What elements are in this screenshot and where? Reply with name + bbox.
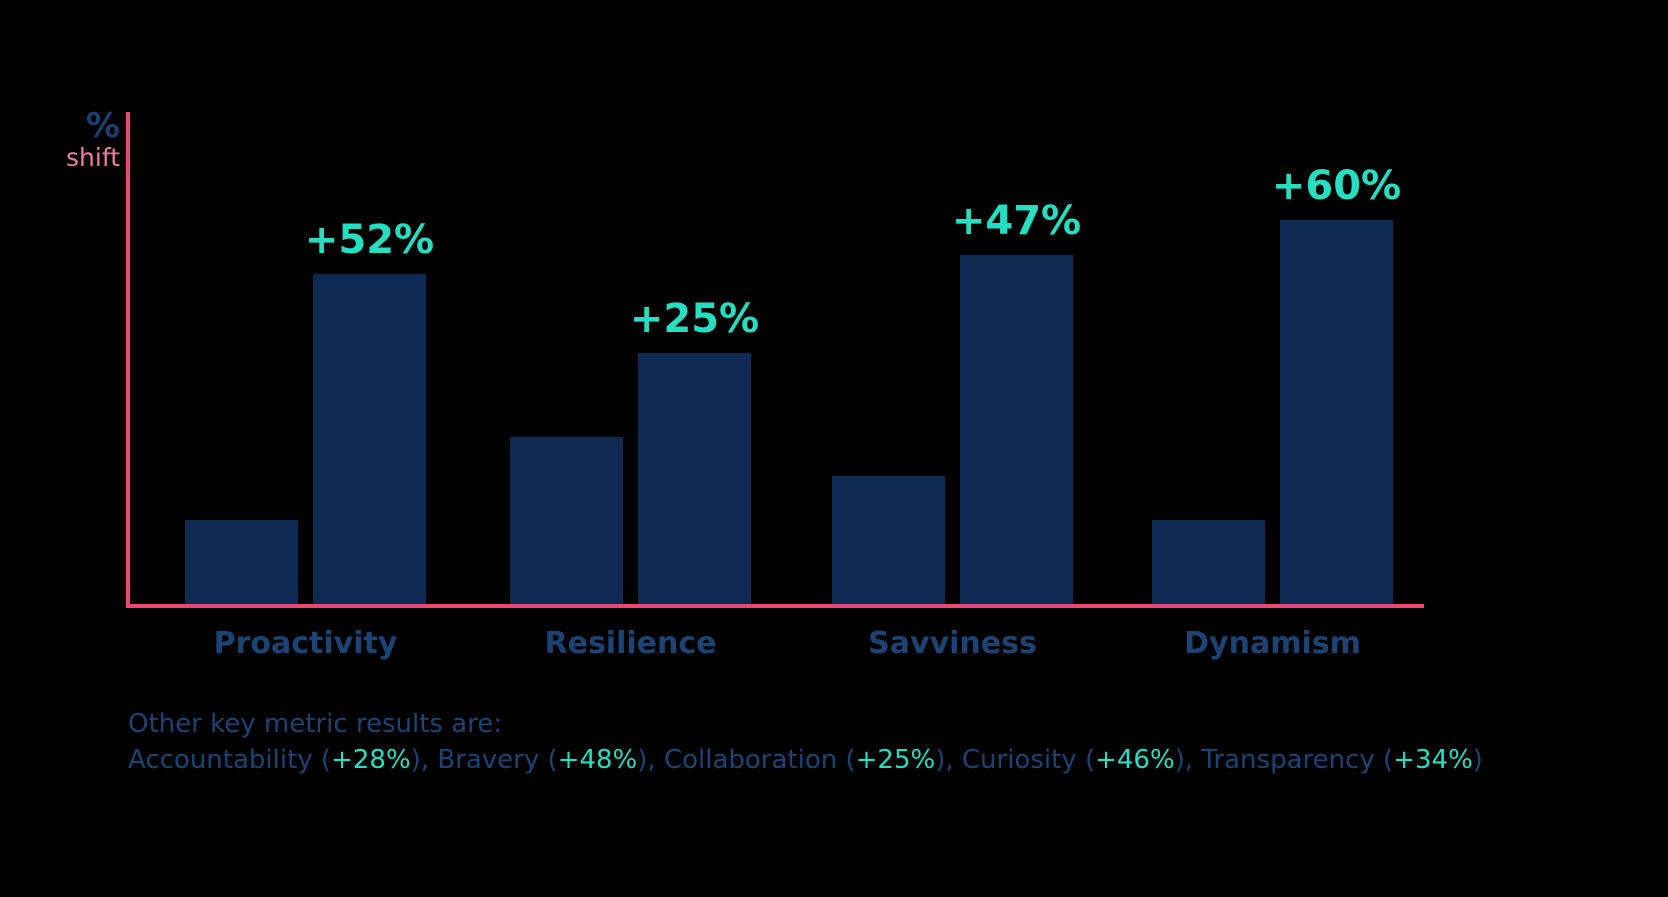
- metric-value: +46%: [1095, 745, 1175, 775]
- shift-value-label: +47%: [951, 198, 1082, 244]
- metric-value: +34%: [1393, 745, 1473, 775]
- metric-name: Accountability (: [128, 745, 332, 775]
- y-axis-label-percent: %: [85, 106, 120, 146]
- bar-after: +25%: [630, 299, 759, 604]
- metric-separator: ),: [1174, 745, 1202, 775]
- footnote: Other key metric results are: Accountabi…: [128, 706, 1578, 778]
- metric-value: +28%: [331, 745, 411, 775]
- shift-value-label: +25%: [629, 296, 760, 342]
- bar-group-dynamism: +60% Dynamism: [1152, 112, 1401, 661]
- category-label: Proactivity: [213, 626, 398, 661]
- shift-value-label: +60%: [1271, 163, 1402, 209]
- plot-area: +52% Proactivity +25% Resilience +47% Savvine…: [128, 112, 1420, 661]
- footnote-metrics: Accountability (+28%), Bravery (+48%), C…: [128, 742, 1578, 778]
- metric-value: +48%: [557, 745, 638, 775]
- metric-separator: ),: [637, 745, 664, 775]
- metric-name: Bravery (: [437, 745, 558, 775]
- metric-name: Transparency (: [1201, 745, 1394, 775]
- shift-value-label: +52%: [304, 217, 435, 263]
- bar-before: [510, 437, 623, 604]
- bar-after: +47%: [952, 201, 1081, 604]
- bar-group-proactivity: +52% Proactivity: [185, 112, 434, 661]
- y-axis-label: % shift: [40, 108, 120, 172]
- footnote-intro: Other key metric results are:: [128, 709, 503, 739]
- metric-separator: ),: [935, 745, 962, 775]
- metric-name: Collaboration (: [663, 745, 856, 775]
- category-label: Savviness: [868, 626, 1037, 661]
- bar-before: [832, 476, 945, 604]
- metric-value: +25%: [855, 745, 936, 775]
- bar-before: [1152, 520, 1265, 604]
- metric-separator: ): [1472, 745, 1483, 775]
- x-axis-line: [126, 604, 1424, 608]
- bar-before: [185, 520, 298, 604]
- y-axis-line: [126, 112, 130, 608]
- bar-after: +60%: [1272, 166, 1401, 604]
- y-axis-label-shift: shift: [66, 143, 120, 172]
- metric-separator: ),: [410, 745, 438, 775]
- category-label: Dynamism: [1184, 626, 1361, 661]
- metric-name: Curiosity (: [961, 745, 1096, 775]
- bar-after: +52%: [305, 220, 434, 604]
- category-label: Resilience: [544, 626, 717, 661]
- bar-group-resilience: +25% Resilience: [510, 112, 759, 661]
- bar-group-savviness: +47% Savviness: [832, 112, 1081, 661]
